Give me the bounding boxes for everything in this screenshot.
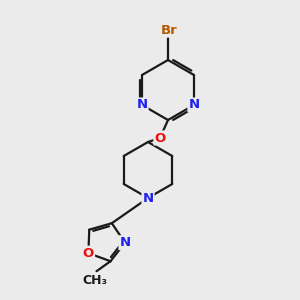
Text: N: N	[119, 236, 130, 249]
Text: N: N	[188, 98, 200, 112]
Text: Br: Br	[160, 23, 177, 37]
Text: N: N	[142, 191, 154, 205]
Text: O: O	[83, 247, 94, 260]
Text: O: O	[154, 131, 166, 145]
Text: N: N	[136, 98, 148, 112]
Text: CH₃: CH₃	[82, 274, 107, 287]
